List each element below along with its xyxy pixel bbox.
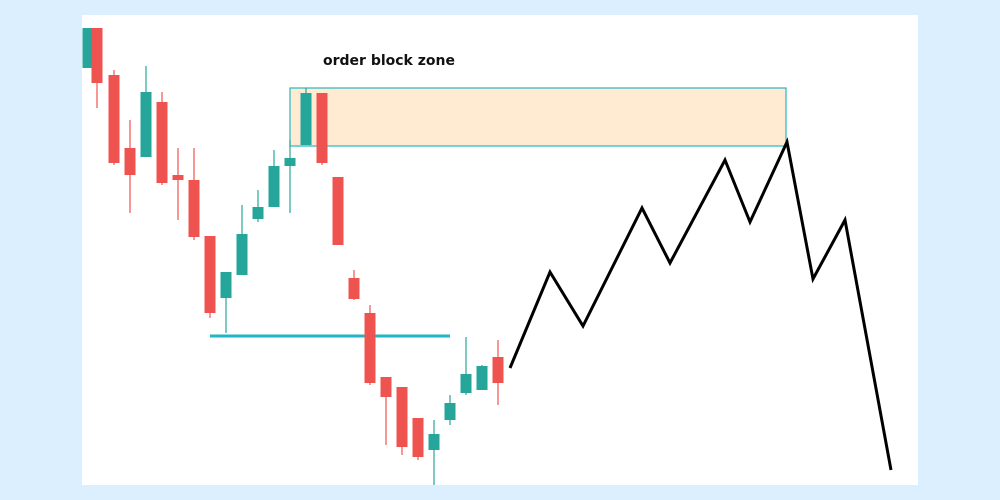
candle-body (82, 28, 94, 68)
candle-body (156, 102, 168, 183)
candle-body (204, 236, 216, 313)
candle-body (316, 93, 328, 163)
order-block-zone (289, 87, 787, 147)
candle-body (188, 180, 200, 237)
candle-body (140, 92, 152, 157)
candle-body (396, 387, 408, 447)
candle-body (91, 28, 103, 83)
candle-body (380, 377, 392, 397)
candle-body (236, 234, 248, 275)
candle-body (284, 158, 296, 166)
candle-body (492, 357, 504, 383)
candle-body (364, 313, 376, 383)
candle-body (300, 93, 312, 145)
candle-body (268, 166, 280, 207)
candle-body (428, 434, 440, 450)
candle-body (252, 207, 264, 219)
candle-body (108, 75, 120, 163)
candle-body (348, 278, 360, 299)
zone-label: order block zone (323, 53, 455, 69)
candles (82, 28, 504, 485)
candle-body (220, 272, 232, 298)
candle-body (172, 175, 184, 180)
candle-body (332, 177, 344, 245)
projected-path (508, 137, 893, 471)
candle-body (124, 148, 136, 175)
candle-body (412, 418, 424, 457)
candle-body (476, 366, 488, 390)
candle-body (444, 403, 456, 420)
candle-body (460, 374, 472, 393)
